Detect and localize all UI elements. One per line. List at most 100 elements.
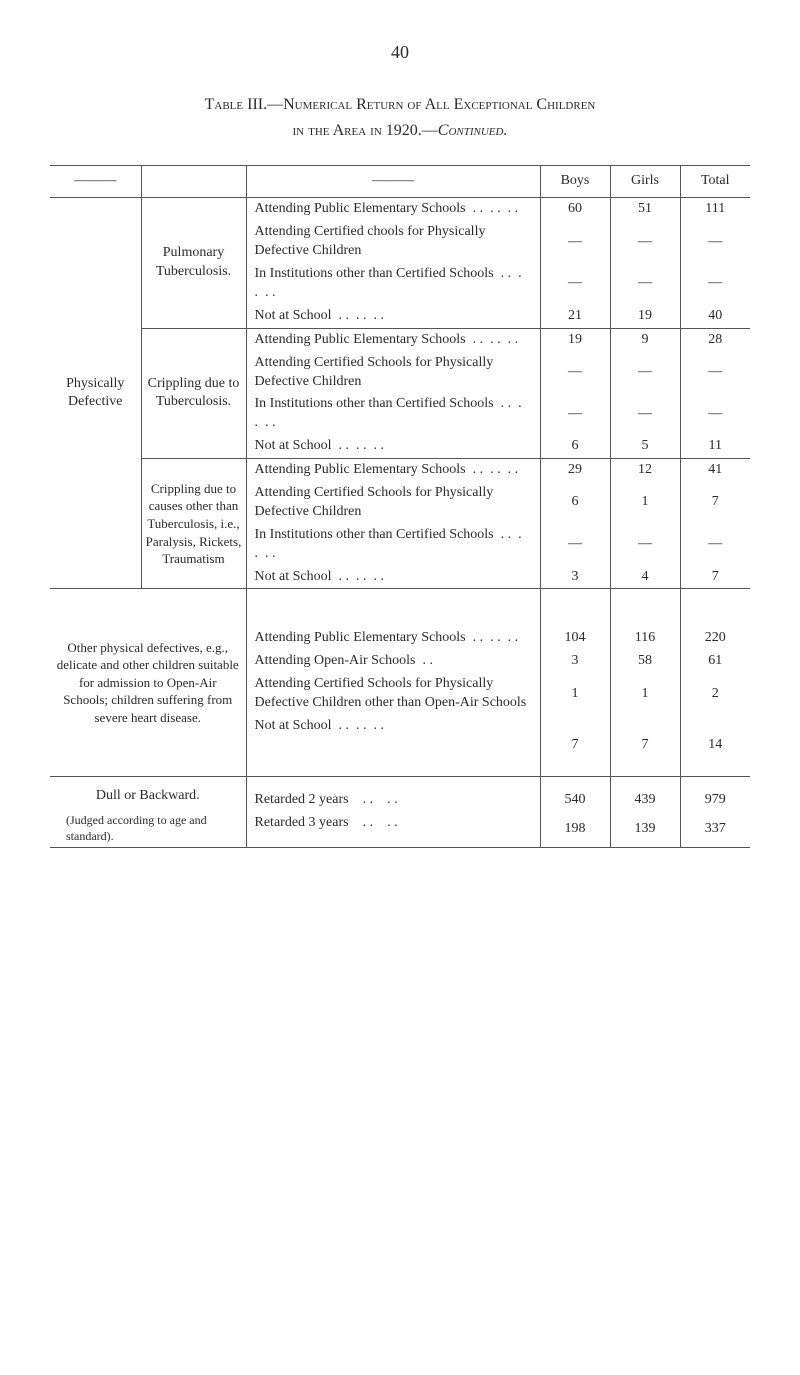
page-number: 40 — [50, 40, 750, 64]
cell-boys: 6 — [540, 435, 610, 458]
row-desc: Attending Public Elementary Schools . . … — [246, 459, 540, 482]
main-table: ——— ——— Boys Girls Total Physically Defe… — [50, 165, 750, 847]
cell-total: — — [680, 352, 750, 394]
desc-text: In Institutions other than Certi­fied Sc… — [255, 266, 494, 281]
desc-text: Retarded 2 years — [255, 792, 349, 807]
cell-girls: 5 — [610, 435, 680, 458]
cell-girls: 12 — [610, 459, 680, 482]
cell-girls: 4 — [610, 566, 680, 589]
desc-text: Retarded 3 years — [255, 815, 349, 830]
table-title: Table III.—Numerical Return of All Excep… — [50, 94, 750, 116]
cell-girls: — — [610, 263, 680, 305]
cell-girls: — — [610, 393, 680, 435]
desc-text: Attending Public Elementary Schools — [255, 332, 466, 347]
row-desc: Attending Open-Air Schools . . — [246, 650, 540, 673]
row-desc: Attending Certified Schools for Physical… — [246, 352, 540, 394]
desc-text: Not at School — [255, 308, 332, 323]
row-desc: Attending Certified Schools for Physical… — [246, 673, 540, 715]
cell-boys: 19 — [540, 328, 610, 351]
footer-note: (Judged according to age and standard). — [56, 806, 240, 844]
cell-girls: 7 — [610, 715, 680, 776]
cell-boys: 1 — [540, 673, 610, 715]
desc-text: Not at School — [255, 438, 332, 453]
cell-girls: — — [610, 352, 680, 394]
row-desc: Attending Certified Schools for Physical… — [246, 482, 540, 524]
desc-text: Attending Open-Air Schools — [255, 653, 416, 668]
header-blank-2 — [141, 166, 246, 198]
cell-girls: 58 — [610, 650, 680, 673]
table-row: Crippling due to Tuber­culosis. Attendin… — [50, 328, 750, 351]
row-desc: Not at School . . . . . . — [246, 435, 540, 458]
cell-total: 61 — [680, 650, 750, 673]
cell-total: — — [680, 263, 750, 305]
footer-label: Dull or Backward. — [56, 787, 240, 806]
cell-total: 337 — [680, 812, 750, 847]
footer-label-cell: Dull or Backward. (Judged according to a… — [50, 776, 246, 847]
row-desc: Not at School . . . . . . — [246, 715, 540, 776]
desc-text: Not at School — [255, 569, 332, 584]
cell-girls: 439 — [610, 776, 680, 811]
table-row: Other physical defectives, e.g., deli­ca… — [50, 589, 750, 650]
cell-girls: — — [610, 221, 680, 263]
desc-text: In Institutions other than Certi­fied Sc… — [255, 527, 494, 542]
subtitle-italic: Continued. — [438, 122, 508, 139]
header-blank-1: ——— — [50, 166, 141, 198]
cell-boys: 21 — [540, 305, 610, 328]
col-total: Total — [680, 166, 750, 198]
cell-girls: 19 — [610, 305, 680, 328]
cell-total: 2 — [680, 673, 750, 715]
table-header-row: ——— ——— Boys Girls Total — [50, 166, 750, 198]
cell-girls: — — [610, 524, 680, 566]
row-desc: In Institutions other than Certi­fied Sc… — [246, 524, 540, 566]
cell-girls: 139 — [610, 812, 680, 847]
cell-boys: 29 — [540, 459, 610, 482]
cell-boys: — — [540, 263, 610, 305]
row-desc: Attending Public Elementary Schools . . … — [246, 589, 540, 650]
desc-text: Attending Public Elementary Schools — [255, 201, 466, 216]
cell-girls: 116 — [610, 589, 680, 650]
desc-text: Attending Public Elementary Schools — [255, 630, 466, 645]
cell-girls: 9 — [610, 328, 680, 351]
col-girls: Girls — [610, 166, 680, 198]
section-label: Crippling due to Tuber­culosis. — [141, 328, 246, 458]
row-desc: In Institutions other than Certi­fied Sc… — [246, 263, 540, 305]
section-label-wide: Other physical defectives, e.g., deli­ca… — [50, 589, 246, 776]
row-desc: Retarded 3 years . . . . — [246, 812, 540, 847]
desc-text: In Institutions other than Certi­fied Sc… — [255, 396, 494, 411]
table-row: Dull or Backward. (Judged according to a… — [50, 776, 750, 811]
cell-total: — — [680, 524, 750, 566]
cell-total: 111 — [680, 198, 750, 221]
cell-boys: — — [540, 352, 610, 394]
cell-boys: 3 — [540, 566, 610, 589]
cell-boys: 3 — [540, 650, 610, 673]
group-label: Physically Defective — [50, 198, 141, 589]
table-subtitle: in the Area in 1920.—Continued. — [50, 120, 750, 142]
cell-boys: 540 — [540, 776, 610, 811]
cell-boys: 60 — [540, 198, 610, 221]
cell-boys: — — [540, 524, 610, 566]
row-desc: Retarded 2 years . . . . — [246, 776, 540, 811]
header-blank-3: ——— — [246, 166, 540, 198]
cell-boys: — — [540, 221, 610, 263]
row-desc: Not at School . . . . . . — [246, 305, 540, 328]
section-label: Crippling due to causes other than Tuber… — [141, 459, 246, 589]
row-desc: Attending Public Elementary Schools . . … — [246, 328, 540, 351]
row-desc: In Institutions other than Certi­fied Sc… — [246, 393, 540, 435]
cell-total: 40 — [680, 305, 750, 328]
row-desc: Attending Certified chools for Physicall… — [246, 221, 540, 263]
cell-total: — — [680, 393, 750, 435]
cell-total: 979 — [680, 776, 750, 811]
row-desc: Attending Public Elementary Schools . . … — [246, 198, 540, 221]
section-label: Pulmonary Tuber­culosis. — [141, 198, 246, 328]
cell-boys: 6 — [540, 482, 610, 524]
cell-total: 7 — [680, 482, 750, 524]
cell-girls: 51 — [610, 198, 680, 221]
cell-total: 11 — [680, 435, 750, 458]
col-boys: Boys — [540, 166, 610, 198]
cell-girls: 1 — [610, 482, 680, 524]
cell-girls: 1 — [610, 673, 680, 715]
table-row: Crippling due to causes other than Tuber… — [50, 459, 750, 482]
cell-total: 220 — [680, 589, 750, 650]
cell-total: 28 — [680, 328, 750, 351]
desc-text: Attending Public Elementary Schools — [255, 462, 466, 477]
